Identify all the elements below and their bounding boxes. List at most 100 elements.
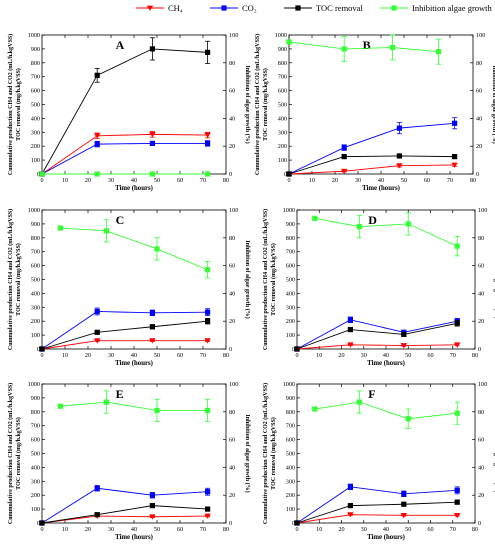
legend-item-ch4: CH₄ — [136, 3, 183, 13]
x-tick-label: 80 — [472, 352, 478, 359]
data-point-ch4 — [204, 338, 211, 344]
series-ch4 — [38, 131, 211, 177]
y-tick-label: 500 — [286, 451, 295, 458]
x-tick-label: 0 — [40, 352, 43, 359]
data-point-inhibition — [57, 225, 63, 231]
y-tick-label: 500 — [31, 451, 40, 458]
y2-axis-label: Inhibition of algae growth (%) — [493, 414, 495, 492]
y-tick-label: 200 — [31, 318, 40, 325]
x-tick-label: 50 — [405, 352, 411, 359]
y2-tick-label: 80 — [229, 60, 235, 67]
y2-tick-label: 80 — [229, 409, 235, 416]
y2-axis-label: Inhibition of algae growth (%) — [493, 240, 495, 318]
y2-tick-label: 0 — [229, 346, 232, 353]
data-point-inhibition — [356, 224, 362, 230]
y-tick-label: 300 — [31, 129, 40, 136]
x-tick-label: 10 — [62, 352, 68, 359]
y-tick-label: 200 — [286, 318, 295, 325]
y-tick-label: 300 — [286, 304, 295, 311]
data-point-co2 — [149, 310, 155, 316]
x-tick-label: 0 — [40, 526, 43, 533]
y-tick-label: 100 — [286, 506, 295, 513]
y-tick-label: 100 — [278, 157, 287, 164]
y2-tick-label: 20 — [229, 492, 235, 499]
series-line-inhibition — [288, 41, 439, 53]
y2-axis-label: Inhibition of algae growth (%) — [244, 65, 251, 143]
legend-label-inhibition: Inhibition algae growth — [412, 3, 493, 13]
data-point-toc — [205, 318, 211, 324]
series-inhibition — [312, 212, 460, 257]
y-axis-label: Cummulative production CH4 and CO2 (mL/h… — [262, 209, 269, 350]
x-axis-label: Time (hours) — [367, 360, 405, 367]
y-tick-label: 600 — [31, 88, 40, 95]
data-point-ch4 — [204, 513, 211, 519]
legend-marker-co2 — [221, 5, 227, 11]
data-point-inhibition — [205, 407, 211, 414]
data-point-ch4 — [454, 512, 461, 519]
panel-C: 0 10 20 30 40 50 60 70 8001002003004005006007008… — [7, 207, 251, 367]
x-tick-label: 30 — [361, 352, 367, 359]
x-axis-label: Time (hours) — [115, 534, 153, 541]
data-point-co2 — [94, 308, 100, 315]
y-axis-label: Cummulative production CH4 and CO2 (mL/h… — [7, 34, 14, 175]
y-tick-label: 200 — [31, 492, 40, 499]
y2-tick-label: 20 — [229, 318, 235, 325]
y-tick-label: 400 — [286, 290, 295, 297]
y-tick-label: 900 — [278, 46, 287, 53]
panel-A: 0 10 20 30 40 50 60 70 8001002003004005006007008… — [7, 32, 251, 192]
series-line-co2 — [41, 311, 208, 350]
series-line-toc — [41, 48, 208, 175]
y2-axis-label: Inhibition of algae growth (%) — [244, 414, 251, 492]
data-point-toc — [347, 503, 353, 509]
x-axis-label: Time (hours) — [367, 534, 405, 541]
y2-tick-label: 60 — [476, 88, 482, 95]
data-point-ch4 — [94, 338, 101, 344]
x-tick-label: 70 — [200, 352, 206, 359]
y2-axis-label: Inhibition of algae growth (%) — [491, 65, 495, 143]
data-point-ch4 — [396, 163, 403, 169]
series-inhibition — [57, 219, 211, 279]
series-line-ch4 — [296, 514, 458, 524]
data-point-co2 — [341, 144, 347, 151]
y2-tick-label: 60 — [229, 437, 235, 444]
legend-label-ch4: CH₄ — [168, 3, 183, 13]
y2-tick-label: 40 — [229, 115, 235, 122]
data-point-ch4 — [204, 132, 211, 138]
y2-tick-label: 40 — [476, 115, 482, 122]
y-axis-label: Cummulative production CH4 and CO2 (mL/h… — [7, 383, 14, 524]
y-tick-label: 1000 — [283, 381, 295, 388]
y-tick-label: 0 — [284, 171, 287, 178]
x-axis-label: Time (hours) — [115, 360, 153, 367]
data-point-toc — [205, 506, 211, 512]
y-tick-label: 900 — [31, 46, 40, 53]
data-point-toc — [94, 512, 100, 518]
data-point-toc — [294, 346, 300, 352]
x-tick-label: 60 — [177, 177, 183, 184]
series-inhibition — [312, 390, 460, 429]
series-line-inhibition — [60, 401, 208, 411]
y-tick-label: 600 — [278, 88, 287, 95]
x-tick-label: 10 — [309, 177, 315, 184]
x-tick-label: 40 — [378, 177, 384, 184]
y-axis-label: TOC removal (mg/h.kgVSS) — [270, 417, 277, 490]
x-tick-label: 10 — [62, 177, 68, 184]
data-point-toc — [149, 324, 155, 330]
y-tick-label: 400 — [31, 290, 40, 297]
data-point-co2 — [94, 141, 100, 147]
series-toc — [286, 153, 458, 177]
y2-tick-label: 80 — [478, 235, 484, 242]
y-tick-label: 600 — [286, 437, 295, 444]
data-point-toc — [39, 520, 45, 526]
panel-B: 0 10 20 30 40 50 60 70 8001002003004005006007008… — [254, 32, 495, 192]
data-point-co2 — [347, 484, 353, 490]
y-tick-label: 100 — [31, 332, 40, 339]
data-point-co2 — [454, 487, 460, 493]
x-tick-label: 30 — [108, 352, 114, 359]
y-tick-label: 400 — [286, 464, 295, 471]
x-tick-label: 20 — [338, 352, 344, 359]
data-point-toc — [452, 154, 458, 160]
series-line-toc — [288, 155, 455, 175]
data-point-toc — [149, 46, 155, 52]
data-point-inhibition — [57, 403, 63, 409]
y2-tick-label: 80 — [229, 235, 235, 242]
